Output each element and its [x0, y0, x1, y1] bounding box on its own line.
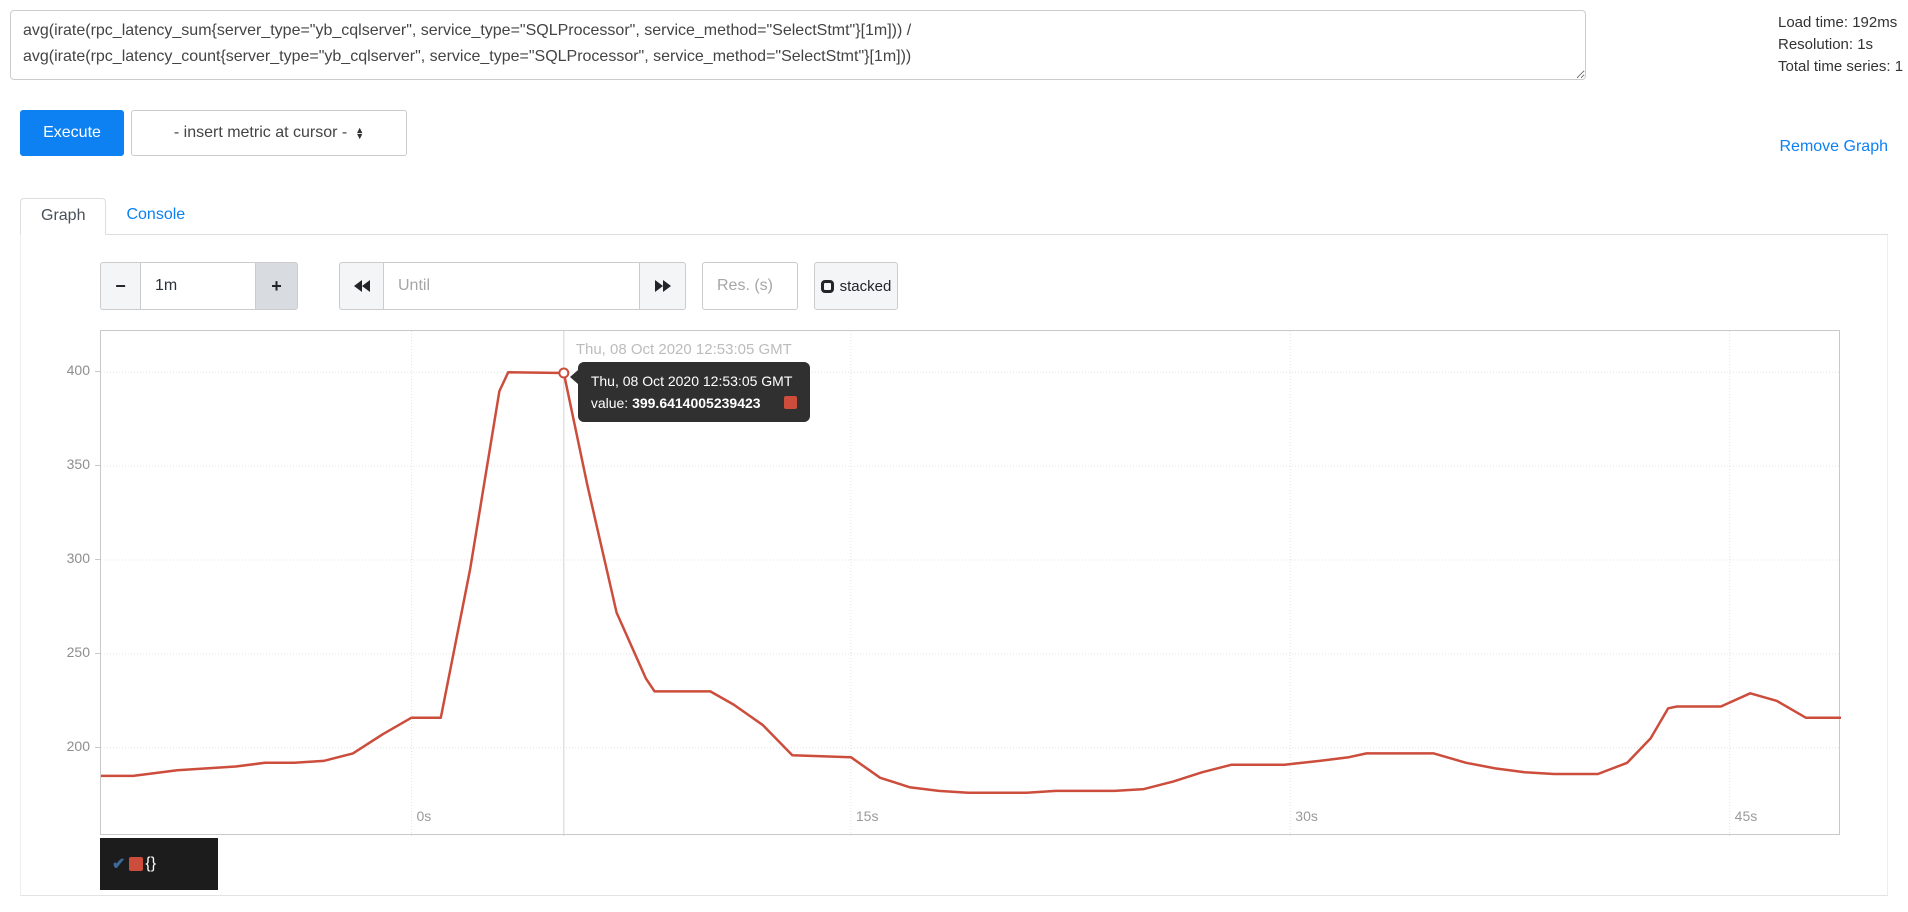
query-input[interactable]: avg(irate(rpc_latency_sum{server_type="y… [10, 10, 1586, 80]
y-tick-label: 400 [66, 362, 90, 379]
tooltip-value-row: value: 399.6414005239423 [591, 392, 798, 414]
y-tick-mark [95, 465, 100, 467]
load-time: Load time: 192ms [1778, 14, 1898, 31]
increase-range-button[interactable]: + [256, 262, 298, 310]
series-swatch-icon [784, 395, 798, 409]
fast-forward-icon [662, 280, 671, 292]
until-input[interactable] [383, 262, 640, 310]
forward-time-button[interactable] [640, 262, 686, 310]
y-tick-label: 200 [66, 737, 90, 754]
x-tick-label: 30s [1295, 808, 1318, 824]
graph-controls: − + stacked [100, 262, 898, 310]
y-tick-label: 300 [66, 550, 90, 567]
total-time-series: Total time series: 1 [1778, 58, 1904, 75]
stacked-label: stacked [839, 277, 892, 295]
query-stats: Load time: 192ms Resolution: 1s Total ti… [1778, 12, 1903, 78]
legend-check-icon: ✔ [112, 856, 126, 873]
tooltip-time: Thu, 08 Oct 2020 12:53:05 GMT [590, 372, 793, 389]
y-tick-mark [95, 371, 100, 373]
dropdown-arrows-icon: ▲ ▼ [355, 125, 365, 141]
graph-panel [20, 235, 1888, 896]
tooltip-value-label: value: [590, 394, 633, 411]
insert-metric-dropdown[interactable]: - insert metric at cursor - ▲ ▼ [131, 110, 407, 156]
execute-button[interactable]: Execute [20, 110, 124, 156]
tooltip-value: 399.6414005239423 [632, 394, 761, 411]
checkbox-icon [820, 279, 834, 293]
rewind-time-button[interactable] [339, 262, 383, 310]
view-tabs: Graph Console [20, 198, 1888, 235]
x-tick-label: 45s [1734, 808, 1758, 824]
fast-forward-icon [654, 280, 663, 292]
resolution: Resolution: 1s [1778, 36, 1874, 53]
tab-console[interactable]: Console [126, 206, 186, 223]
plot-area[interactable]: 0s 15s 30s 45s Thu, 08 Oct 2020 12:53:05 GM… [100, 330, 1841, 836]
line-chart [101, 331, 1841, 836]
until-input-group [339, 262, 686, 310]
y-tick-label: 250 [66, 643, 90, 660]
remove-graph-link[interactable]: Remove Graph [1779, 138, 1889, 155]
legend-item[interactable]: ✔ {} [100, 838, 218, 890]
x-tick-label: 0s [416, 808, 432, 824]
rewind-icon [361, 280, 370, 292]
insert-metric-label: - insert metric at cursor - [173, 124, 348, 141]
y-tick-label: 350 [66, 456, 90, 473]
hover-date-label: Thu, 08 Oct 2020 12:53:05 GMT [575, 341, 792, 358]
y-tick-mark [95, 559, 100, 561]
rewind-icon [353, 280, 362, 292]
legend-label: {} [145, 855, 157, 872]
resolution-input[interactable] [702, 262, 798, 310]
y-tick-mark [95, 746, 100, 748]
hover-tooltip: Thu, 08 Oct 2020 12:53:05 GMT value: 399… [569, 361, 811, 422]
chart-area: 200 250 300 350 400 0s 15s 30s 45s Thu, 08 Oct … [0, 330, 1908, 836]
stacked-toggle-button[interactable]: stacked [814, 262, 898, 310]
legend-swatch-icon [129, 857, 144, 871]
range-input-group: − + [100, 262, 298, 310]
x-tick-label: 15s [855, 808, 879, 824]
y-tick-mark [95, 652, 100, 654]
range-input[interactable] [140, 262, 256, 310]
tab-graph[interactable]: Graph [20, 198, 107, 235]
decrease-range-button[interactable]: − [100, 262, 140, 310]
